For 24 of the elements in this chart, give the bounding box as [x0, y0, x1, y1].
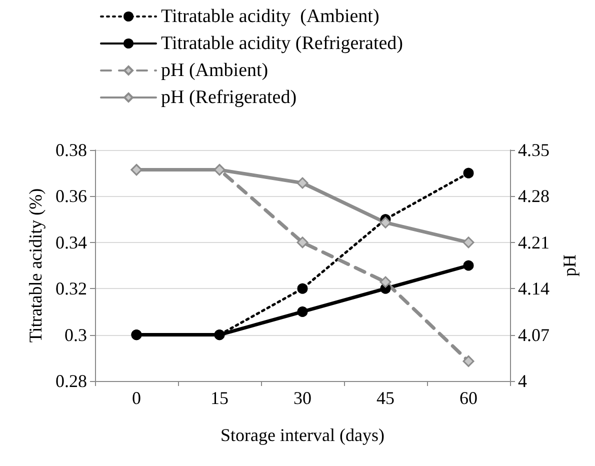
- x-axis-title: Storage interval (days): [220, 425, 384, 445]
- y2-tick-label: 4.21: [518, 232, 550, 252]
- y-tick-label: 0.34: [56, 232, 87, 252]
- y-axis-title: Titratable acidity (%): [26, 188, 46, 343]
- x-tick-label: 45: [376, 388, 394, 408]
- legend-label: pH (Refrigerated): [161, 87, 297, 108]
- legend-label: pH (Ambient): [161, 60, 268, 81]
- x-tick-label: 0: [132, 388, 141, 408]
- y-tick-label: 0.38: [56, 140, 87, 160]
- y2-tick-label: 4.07: [518, 324, 550, 345]
- y-tick-label: 0.32: [56, 278, 87, 299]
- y-tick-label: 0.36: [56, 186, 87, 206]
- legend-label: Titratable acidity (Ambient): [161, 6, 380, 27]
- y2-tick-label: 4.14: [518, 278, 550, 299]
- x-tick-label: 30: [294, 388, 312, 408]
- y2-tick-label: 4: [518, 371, 527, 391]
- y-tick-label: 0.3: [64, 324, 87, 345]
- legend-label: Titratable acidity (Refrigerated): [161, 33, 403, 54]
- y2-axis-title: pH: [559, 254, 580, 276]
- y-tick-label: 0.28: [56, 371, 87, 391]
- x-tick-label: 15: [210, 388, 228, 408]
- x-tick-label: 60: [460, 388, 478, 408]
- y2-tick-label: 4.28: [518, 186, 550, 206]
- y2-tick-label: 4.35: [518, 140, 550, 160]
